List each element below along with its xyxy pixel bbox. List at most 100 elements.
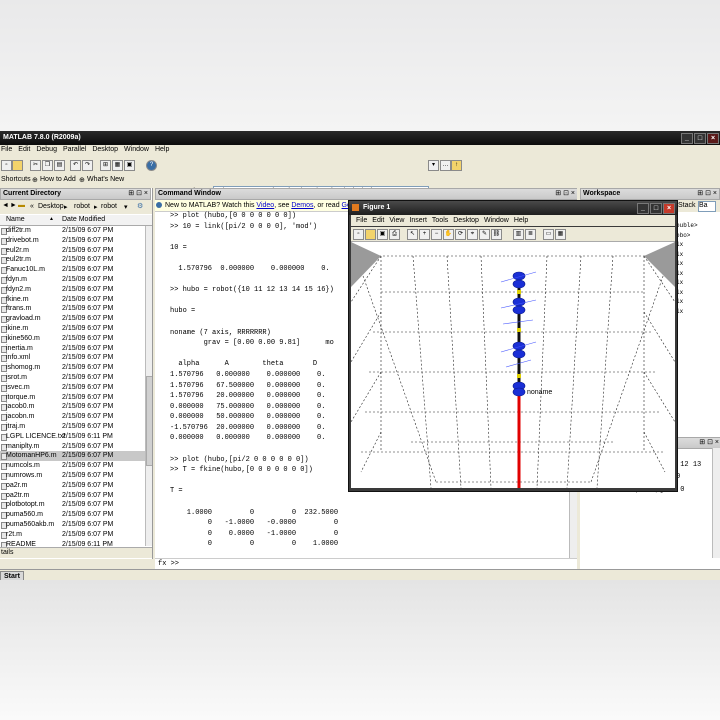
shortcuts-label[interactable]: Shortcuts	[1, 176, 31, 183]
guide-icon[interactable]: ▦	[112, 160, 123, 171]
menu-item-desktop[interactable]: Desktop	[92, 146, 119, 153]
copy-icon[interactable]: ❐	[42, 160, 53, 171]
file-row[interactable]: isrot.m 2/15/09 6:07 PM	[0, 373, 145, 383]
file-row[interactable]: drivebot.m 2/15/09 6:07 PM	[0, 236, 145, 246]
figure-print-icon[interactable]: ⎙	[389, 229, 400, 240]
figure-close-button[interactable]: ×	[663, 203, 675, 214]
file-row[interactable]: ikine.m 2/15/09 6:07 PM	[0, 324, 145, 334]
plot-area[interactable]: noname	[351, 242, 675, 488]
breadcrumb-robot[interactable]: robot	[74, 203, 90, 210]
simulink-icon[interactable]: ⊞	[100, 160, 111, 171]
file-row[interactable]: fdyn.m 2/15/09 6:07 PM	[0, 275, 145, 285]
menu-item-parallel[interactable]: Parallel	[62, 146, 87, 153]
figure-open-icon[interactable]	[365, 229, 376, 240]
parent-folder-icon[interactable]: ↑	[451, 160, 462, 171]
column-name[interactable]: Name	[6, 216, 25, 223]
figure-menu-view[interactable]: View	[389, 217, 405, 224]
whats-new-link[interactable]: What's New	[87, 176, 125, 183]
menu-item-edit[interactable]: Edit	[18, 146, 31, 153]
back-icon[interactable]: ◄	[2, 202, 9, 209]
file-row[interactable]: jtraj.m 2/15/09 6:07 PM	[0, 422, 145, 432]
details-label[interactable]: tails	[1, 549, 14, 556]
file-row[interactable]: eul2tr.m 2/15/09 6:07 PM	[0, 255, 145, 265]
link-plot-icon[interactable]: ⛓	[491, 229, 502, 240]
file-row[interactable]: plotbotopt.m 2/15/09 6:07 PM	[0, 500, 145, 510]
profiler-icon[interactable]: ▣	[124, 160, 135, 171]
file-row[interactable]: r2t.m 2/15/09 6:07 PM	[0, 530, 145, 540]
file-row[interactable]: oa2r.m 2/15/09 6:07 PM	[0, 481, 145, 491]
browse-folder-icon[interactable]: …	[440, 160, 451, 171]
robot-3d-plot[interactable]: noname	[351, 242, 675, 488]
breadcrumb-dropdown-icon[interactable]: ▾	[124, 204, 128, 211]
file-row[interactable]: eul2r.m 2/15/09 6:07 PM	[0, 246, 145, 256]
file-list-scrollbar[interactable]	[145, 226, 152, 546]
edit-plot-icon[interactable]: ↖	[407, 229, 418, 240]
up-folder-icon[interactable]: ▬	[18, 202, 25, 209]
file-row[interactable]: ftrans.m 2/15/09 6:07 PM	[0, 304, 145, 314]
pan-icon[interactable]: ✋	[443, 229, 454, 240]
breadcrumb-robot-2[interactable]: robot	[101, 203, 117, 210]
menu-item-file[interactable]: File	[1, 146, 13, 153]
cut-icon[interactable]: ✂	[30, 160, 41, 171]
demos-link[interactable]: Demos	[291, 202, 314, 209]
command-output[interactable]: >> plot (hubo,[0 0 0 0 0 0 0]) >> 10 = l…	[170, 212, 339, 549]
panel-controls-icon[interactable]: ⊞ ⊡ ×	[128, 190, 148, 197]
data-cursor-icon[interactable]: ⌖	[467, 229, 478, 240]
figure-menu-window[interactable]: Window	[483, 217, 509, 224]
minimize-button[interactable]: _	[681, 133, 693, 144]
file-row[interactable]: maniplty.m 2/15/09 6:07 PM	[0, 442, 145, 452]
file-row[interactable]: gravload.m 2/15/09 6:07 PM	[0, 314, 145, 324]
file-list-scroll-thumb[interactable]	[146, 376, 152, 466]
close-button[interactable]: ×	[707, 133, 719, 144]
start-button[interactable]: Start	[0, 571, 24, 580]
file-row[interactable]: itorque.m 2/15/09 6:07 PM	[0, 393, 145, 403]
settings-gear-icon[interactable]: ⚙	[137, 203, 144, 210]
directory-dropdown-icon[interactable]: ▾	[428, 160, 439, 171]
figure-menu-insert[interactable]: Insert	[409, 217, 427, 224]
file-row[interactable]: ishomog.m 2/15/09 6:07 PM	[0, 363, 145, 373]
file-row[interactable]: isvec.m 2/15/09 6:07 PM	[0, 383, 145, 393]
file-row[interactable]: numcols.m 2/15/09 6:07 PM	[0, 461, 145, 471]
file-row[interactable]: fdyn2.m 2/15/09 6:07 PM	[0, 285, 145, 295]
history-scrollbar[interactable]	[712, 448, 720, 558]
file-row[interactable]: jacobn.m 2/15/09 6:07 PM	[0, 412, 145, 422]
file-row[interactable]: puma560akb.m 2/15/09 6:07 PM	[0, 520, 145, 530]
file-row[interactable]: LGPL LICENCE.txt 2/15/09 6:11 PM	[0, 432, 145, 442]
legend-icon[interactable]: ≣	[525, 229, 536, 240]
panel-controls-icon[interactable]: ⊞ ⊡ ×	[697, 190, 717, 197]
file-row[interactable]: MotomanHP6.m 2/15/09 6:07 PM	[0, 451, 145, 462]
file-row[interactable]: Fanuc10L.m 2/15/09 6:07 PM	[0, 265, 145, 275]
figure-save-icon[interactable]: ▣	[377, 229, 388, 240]
colorbar-icon[interactable]: ▥	[513, 229, 524, 240]
undo-icon[interactable]: ↶	[70, 160, 81, 171]
file-row[interactable]: jacob0.m 2/15/09 6:07 PM	[0, 402, 145, 412]
help-icon[interactable]: ?	[146, 160, 157, 171]
menu-item-window[interactable]: Window	[124, 146, 149, 153]
workspace-variable-classes[interactable]: ouble> obo> 1x 1x 1x 1x 1x 1x 1x 1x	[676, 222, 698, 315]
command-prompt[interactable]: fx >>	[155, 558, 577, 569]
menu-item-debug[interactable]: Debug	[36, 146, 57, 153]
show-plot-tools-icon[interactable]: ▦	[555, 229, 566, 240]
forward-icon[interactable]: ►	[10, 202, 17, 209]
paste-icon[interactable]: ▤	[54, 160, 65, 171]
figure-new-icon[interactable]: ▫	[353, 229, 364, 240]
file-row[interactable]: inertia.m 2/15/09 6:07 PM	[0, 344, 145, 354]
figure-maximize-button[interactable]: □	[650, 203, 662, 214]
figure-menu-tools[interactable]: Tools	[431, 217, 449, 224]
file-row[interactable]: oa2tr.m 2/15/09 6:07 PM	[0, 491, 145, 501]
redo-icon[interactable]: ↷	[82, 160, 93, 171]
figure-menu-file[interactable]: File	[356, 217, 368, 224]
how-to-add-link[interactable]: How to Add	[40, 176, 76, 183]
video-link[interactable]: Video	[256, 202, 275, 209]
file-row[interactable]: numrows.m 2/15/09 6:07 PM	[0, 471, 145, 481]
open-folder-icon[interactable]	[12, 160, 23, 171]
panel-controls-icon[interactable]: ⊞ ⊡ ×	[699, 439, 719, 446]
file-row[interactable]: info.xml 2/15/09 6:07 PM	[0, 353, 145, 363]
rotate-3d-icon[interactable]: ⟳	[455, 229, 466, 240]
file-row[interactable]: fkine.m 2/15/09 6:07 PM	[0, 295, 145, 305]
figure-minimize-button[interactable]: _	[637, 203, 649, 214]
column-date-modified[interactable]: Date Modified	[62, 216, 106, 223]
stack-label[interactable]: Stack	[678, 202, 696, 209]
file-row[interactable]: puma560.m 2/15/09 6:07 PM	[0, 510, 145, 520]
zoom-in-icon[interactable]: +	[419, 229, 430, 240]
